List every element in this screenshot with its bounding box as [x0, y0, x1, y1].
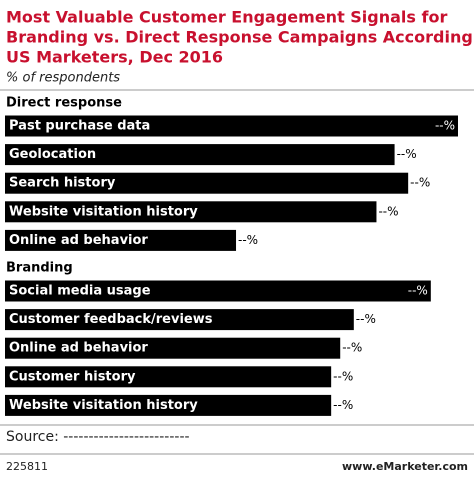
bar	[5, 394, 332, 416]
value-label: --%	[342, 341, 362, 355]
category-label: Online ad behavior	[9, 341, 148, 356]
value-label: --%	[333, 398, 353, 412]
chart-id: 225811	[6, 460, 48, 473]
value-label: --%	[238, 233, 258, 247]
value-label: --%	[356, 312, 376, 326]
category-label: Website visitation history	[9, 398, 198, 413]
bar	[5, 172, 409, 194]
value-label: --%	[408, 284, 428, 298]
bar	[5, 115, 458, 137]
bar	[5, 144, 395, 166]
group-label: Branding	[6, 261, 73, 276]
category-label: Search history	[9, 176, 116, 191]
bar	[5, 366, 332, 388]
category-label: Website visitation history	[9, 204, 198, 219]
bar	[5, 337, 341, 359]
group-label: Direct response	[6, 96, 122, 111]
bar	[5, 201, 377, 223]
chart-title: US Marketers, Dec 2016	[6, 48, 223, 67]
value-label: --%	[378, 204, 398, 218]
source: Source: -------------------------	[6, 429, 190, 445]
value-label: --%	[410, 176, 430, 190]
value-label: --%	[397, 147, 417, 161]
category-label: Customer history	[9, 369, 136, 384]
chart-title: Most Valuable Customer Engagement Signal…	[6, 8, 447, 27]
category-label: Customer feedback/reviews	[9, 312, 213, 327]
value-label: --%	[435, 119, 455, 133]
bar	[5, 280, 431, 302]
bar	[5, 229, 237, 251]
category-label: Online ad behavior	[9, 233, 148, 248]
bar	[5, 309, 354, 331]
chart-title: Branding vs. Direct Response Campaigns A…	[6, 28, 474, 47]
value-label: --%	[333, 369, 353, 383]
publisher: www.eMarketer.com	[342, 460, 468, 473]
category-label: Geolocation	[9, 147, 96, 162]
category-label: Past purchase data	[9, 119, 150, 134]
subtitle: % of respondents	[6, 71, 120, 86]
category-label: Social media usage	[9, 284, 151, 299]
